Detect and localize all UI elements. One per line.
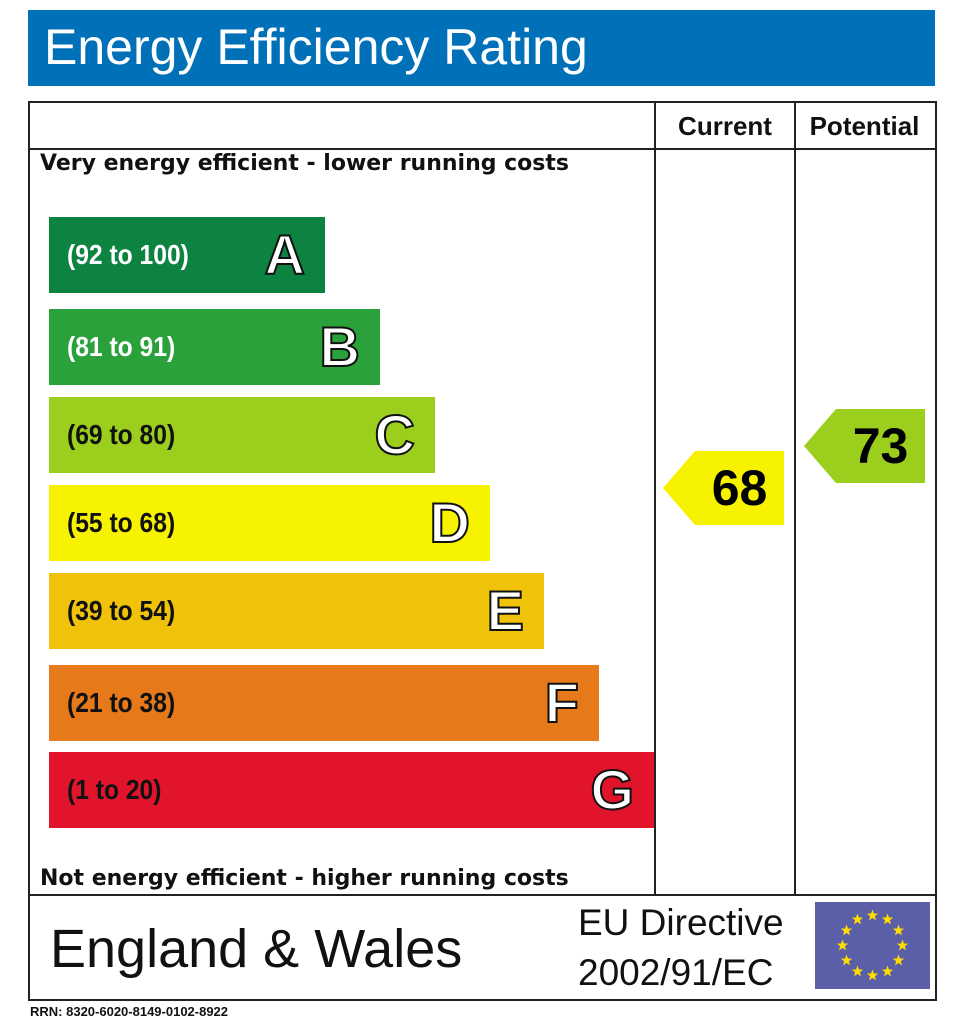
band-letter: G: [589, 757, 635, 822]
header-divider: [28, 148, 935, 150]
flag-star-icon: [836, 939, 849, 951]
potential-rating-arrow: 73: [804, 409, 925, 483]
flag-star-icon: [851, 965, 864, 977]
current-column-header: Current: [678, 111, 772, 141]
band-range: (39 to 54): [67, 595, 176, 626]
band-letter: D: [429, 490, 471, 555]
band-range: (92 to 100): [67, 239, 189, 270]
band-c: (69 to 80) C: [49, 397, 435, 473]
flag-star-icon: [896, 939, 909, 951]
band-letter: B: [319, 314, 361, 379]
band-d: (55 to 68) D: [49, 485, 490, 561]
flag-star-icon: [866, 909, 879, 921]
potential-column-header: Potential: [809, 111, 920, 141]
flag-star-icon: [881, 913, 894, 925]
band-a: (92 to 100) A: [49, 217, 325, 293]
band-range: (21 to 38): [67, 687, 176, 718]
flag-star-icon: [866, 969, 879, 981]
band-range: (69 to 80): [67, 419, 176, 450]
potential-rating-value: 73: [852, 418, 909, 474]
eu-flag-icon: [815, 902, 930, 989]
efficient-note: Very energy efficient - lower running co…: [40, 151, 569, 176]
country-label: England & Wales: [50, 919, 463, 979]
flag-star-icon: [851, 913, 864, 925]
column-divider-potential: [794, 101, 796, 896]
current-rating-value: 68: [711, 460, 768, 516]
flag-star-icon: [892, 924, 905, 936]
band-range: (55 to 68): [67, 507, 176, 538]
directive-line-2: 2002/91/EC: [578, 952, 774, 993]
page-title: Energy Efficiency Rating: [44, 19, 588, 75]
flag-star-icon: [840, 924, 853, 936]
band-range: (81 to 91): [67, 331, 176, 362]
flag-star-icon: [840, 954, 853, 966]
directive-line-1: EU Directive: [578, 902, 784, 943]
footer-divider: [28, 894, 935, 896]
band-f: (21 to 38) F: [49, 665, 599, 741]
flag-star-icon: [892, 954, 905, 966]
column-divider-current: [654, 101, 656, 896]
band-letter: E: [486, 578, 525, 643]
title-bar: Energy Efficiency Rating: [28, 10, 935, 86]
flag-star-icon: [881, 965, 894, 977]
band-letter: A: [264, 222, 306, 287]
band-e: (39 to 54) E: [49, 573, 544, 649]
band-letter: F: [544, 670, 580, 735]
rrn-label: RRN: 8320-6020-8149-0102-8922: [30, 1004, 229, 1019]
inefficient-note: Not energy efficient - higher running co…: [40, 866, 569, 891]
rating-frame: [28, 101, 937, 1001]
band-b: (81 to 91) B: [49, 309, 380, 385]
band-letter: C: [374, 402, 416, 467]
band-range: (1 to 20): [67, 774, 162, 805]
band-g: (1 to 20) G: [49, 752, 654, 828]
